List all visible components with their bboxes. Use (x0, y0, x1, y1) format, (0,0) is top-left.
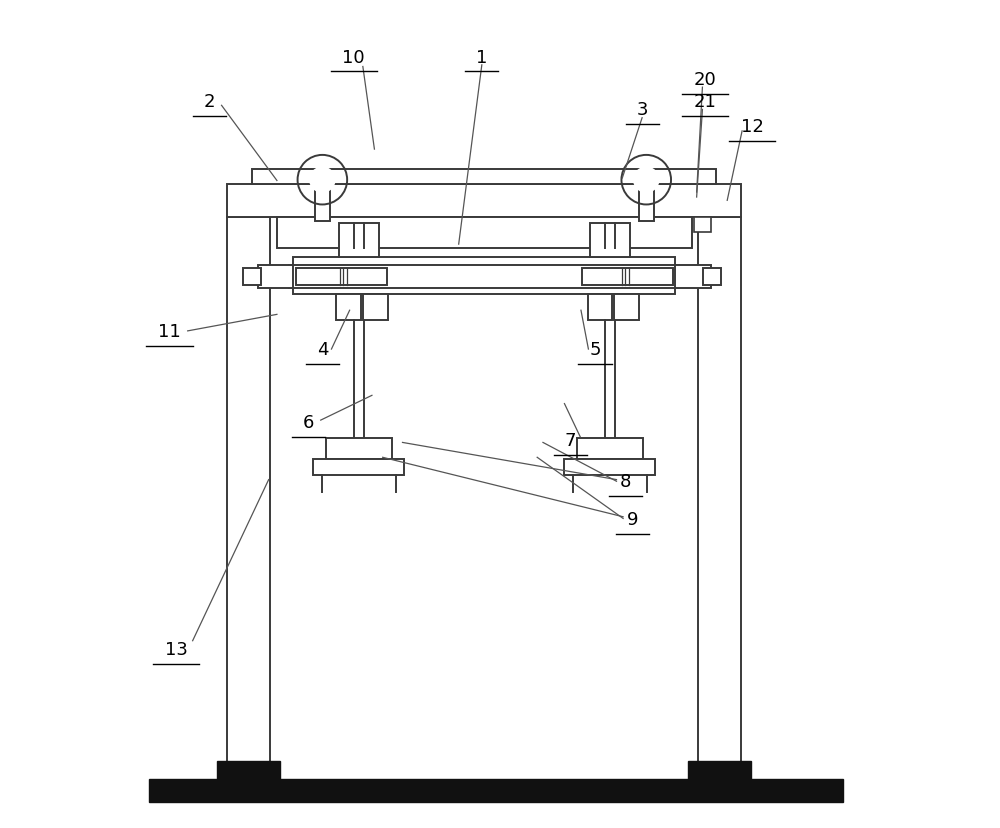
Circle shape (633, 167, 659, 194)
Text: 5: 5 (589, 340, 601, 359)
Bar (639, 181, 654, 222)
Bar (258, 266, 293, 289)
Bar (675, 266, 711, 289)
Bar (694, 218, 711, 233)
Bar (590, 224, 630, 258)
Text: 8: 8 (620, 473, 631, 491)
Bar (577, 439, 643, 460)
Text: 10: 10 (342, 49, 365, 66)
Bar (149, 779, 843, 802)
Bar (614, 294, 639, 320)
Bar (227, 218, 270, 779)
Bar (289, 266, 679, 289)
Bar (293, 258, 675, 294)
Bar (217, 761, 280, 779)
Bar (336, 294, 361, 320)
Bar (315, 181, 330, 222)
Text: 20: 20 (694, 71, 716, 89)
Bar (243, 269, 261, 286)
Text: 13: 13 (165, 640, 188, 658)
Bar (703, 269, 721, 286)
Bar (363, 294, 388, 320)
Bar (227, 185, 741, 218)
Bar (277, 218, 692, 249)
Text: 9: 9 (626, 511, 638, 528)
Bar (326, 439, 392, 460)
Text: 12: 12 (741, 118, 763, 136)
Text: 11: 11 (158, 322, 181, 340)
Bar (339, 224, 379, 258)
Text: 2: 2 (203, 93, 215, 111)
Text: 4: 4 (317, 340, 328, 359)
Text: 7: 7 (564, 431, 576, 450)
Text: 3: 3 (636, 101, 648, 119)
Bar (564, 460, 655, 476)
Bar (698, 218, 741, 779)
Bar (313, 460, 404, 476)
Text: 21: 21 (693, 93, 716, 111)
Text: 1: 1 (476, 49, 488, 66)
Circle shape (309, 167, 336, 194)
Bar (296, 269, 387, 286)
Bar (688, 761, 751, 779)
Bar (588, 294, 612, 320)
Bar (582, 269, 673, 286)
Bar (252, 170, 716, 185)
Text: 6: 6 (303, 413, 314, 431)
